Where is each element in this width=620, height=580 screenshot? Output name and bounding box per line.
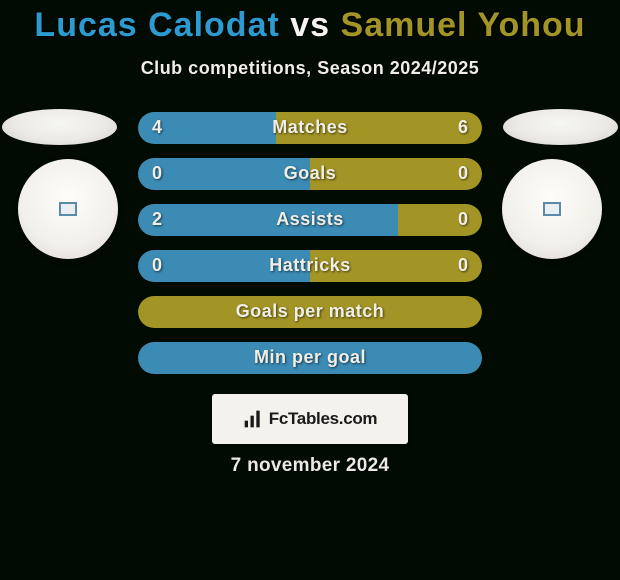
bar-segment-full <box>138 296 482 328</box>
vs-separator: vs <box>290 6 330 44</box>
bar-segment-right <box>310 158 482 190</box>
player1-club-badge <box>18 159 118 259</box>
source-badge: FcTables.com <box>212 394 408 444</box>
bar-segment-left <box>138 158 310 190</box>
bar-segment-left <box>138 204 398 236</box>
club-crest-icon <box>59 202 77 216</box>
stat-bar: Min per goal <box>138 342 482 374</box>
stat-bar: Matches46 <box>138 112 482 144</box>
bars-icon <box>243 409 263 429</box>
footer-date: 7 november 2024 <box>0 455 620 477</box>
bar-segment-left <box>138 250 310 282</box>
bar-segment-full <box>138 342 482 374</box>
player1-flag-icon <box>2 109 117 145</box>
player2-flag-icon <box>503 109 618 145</box>
comparison-title: Lucas Calodat vs Samuel Yohou <box>0 0 620 44</box>
player1-name: Lucas Calodat <box>34 6 279 44</box>
club-crest-icon <box>543 202 561 216</box>
stat-bar: Goals per match <box>138 296 482 328</box>
subtitle: Club competitions, Season 2024/2025 <box>0 58 620 79</box>
stat-bar: Assists20 <box>138 204 482 236</box>
bar-segment-right <box>276 112 482 144</box>
stat-bar: Goals00 <box>138 158 482 190</box>
bar-segment-right <box>310 250 482 282</box>
source-site: FcTables.com <box>269 409 378 429</box>
player2-name: Samuel Yohou <box>341 6 586 44</box>
stat-bar: Hattricks00 <box>138 250 482 282</box>
player2-club-badge <box>502 159 602 259</box>
bar-segment-right <box>398 204 482 236</box>
stat-bars: Matches46 Goals00 Assists20 Hattricks00 Goal… <box>138 112 482 388</box>
bar-segment-left <box>138 112 276 144</box>
